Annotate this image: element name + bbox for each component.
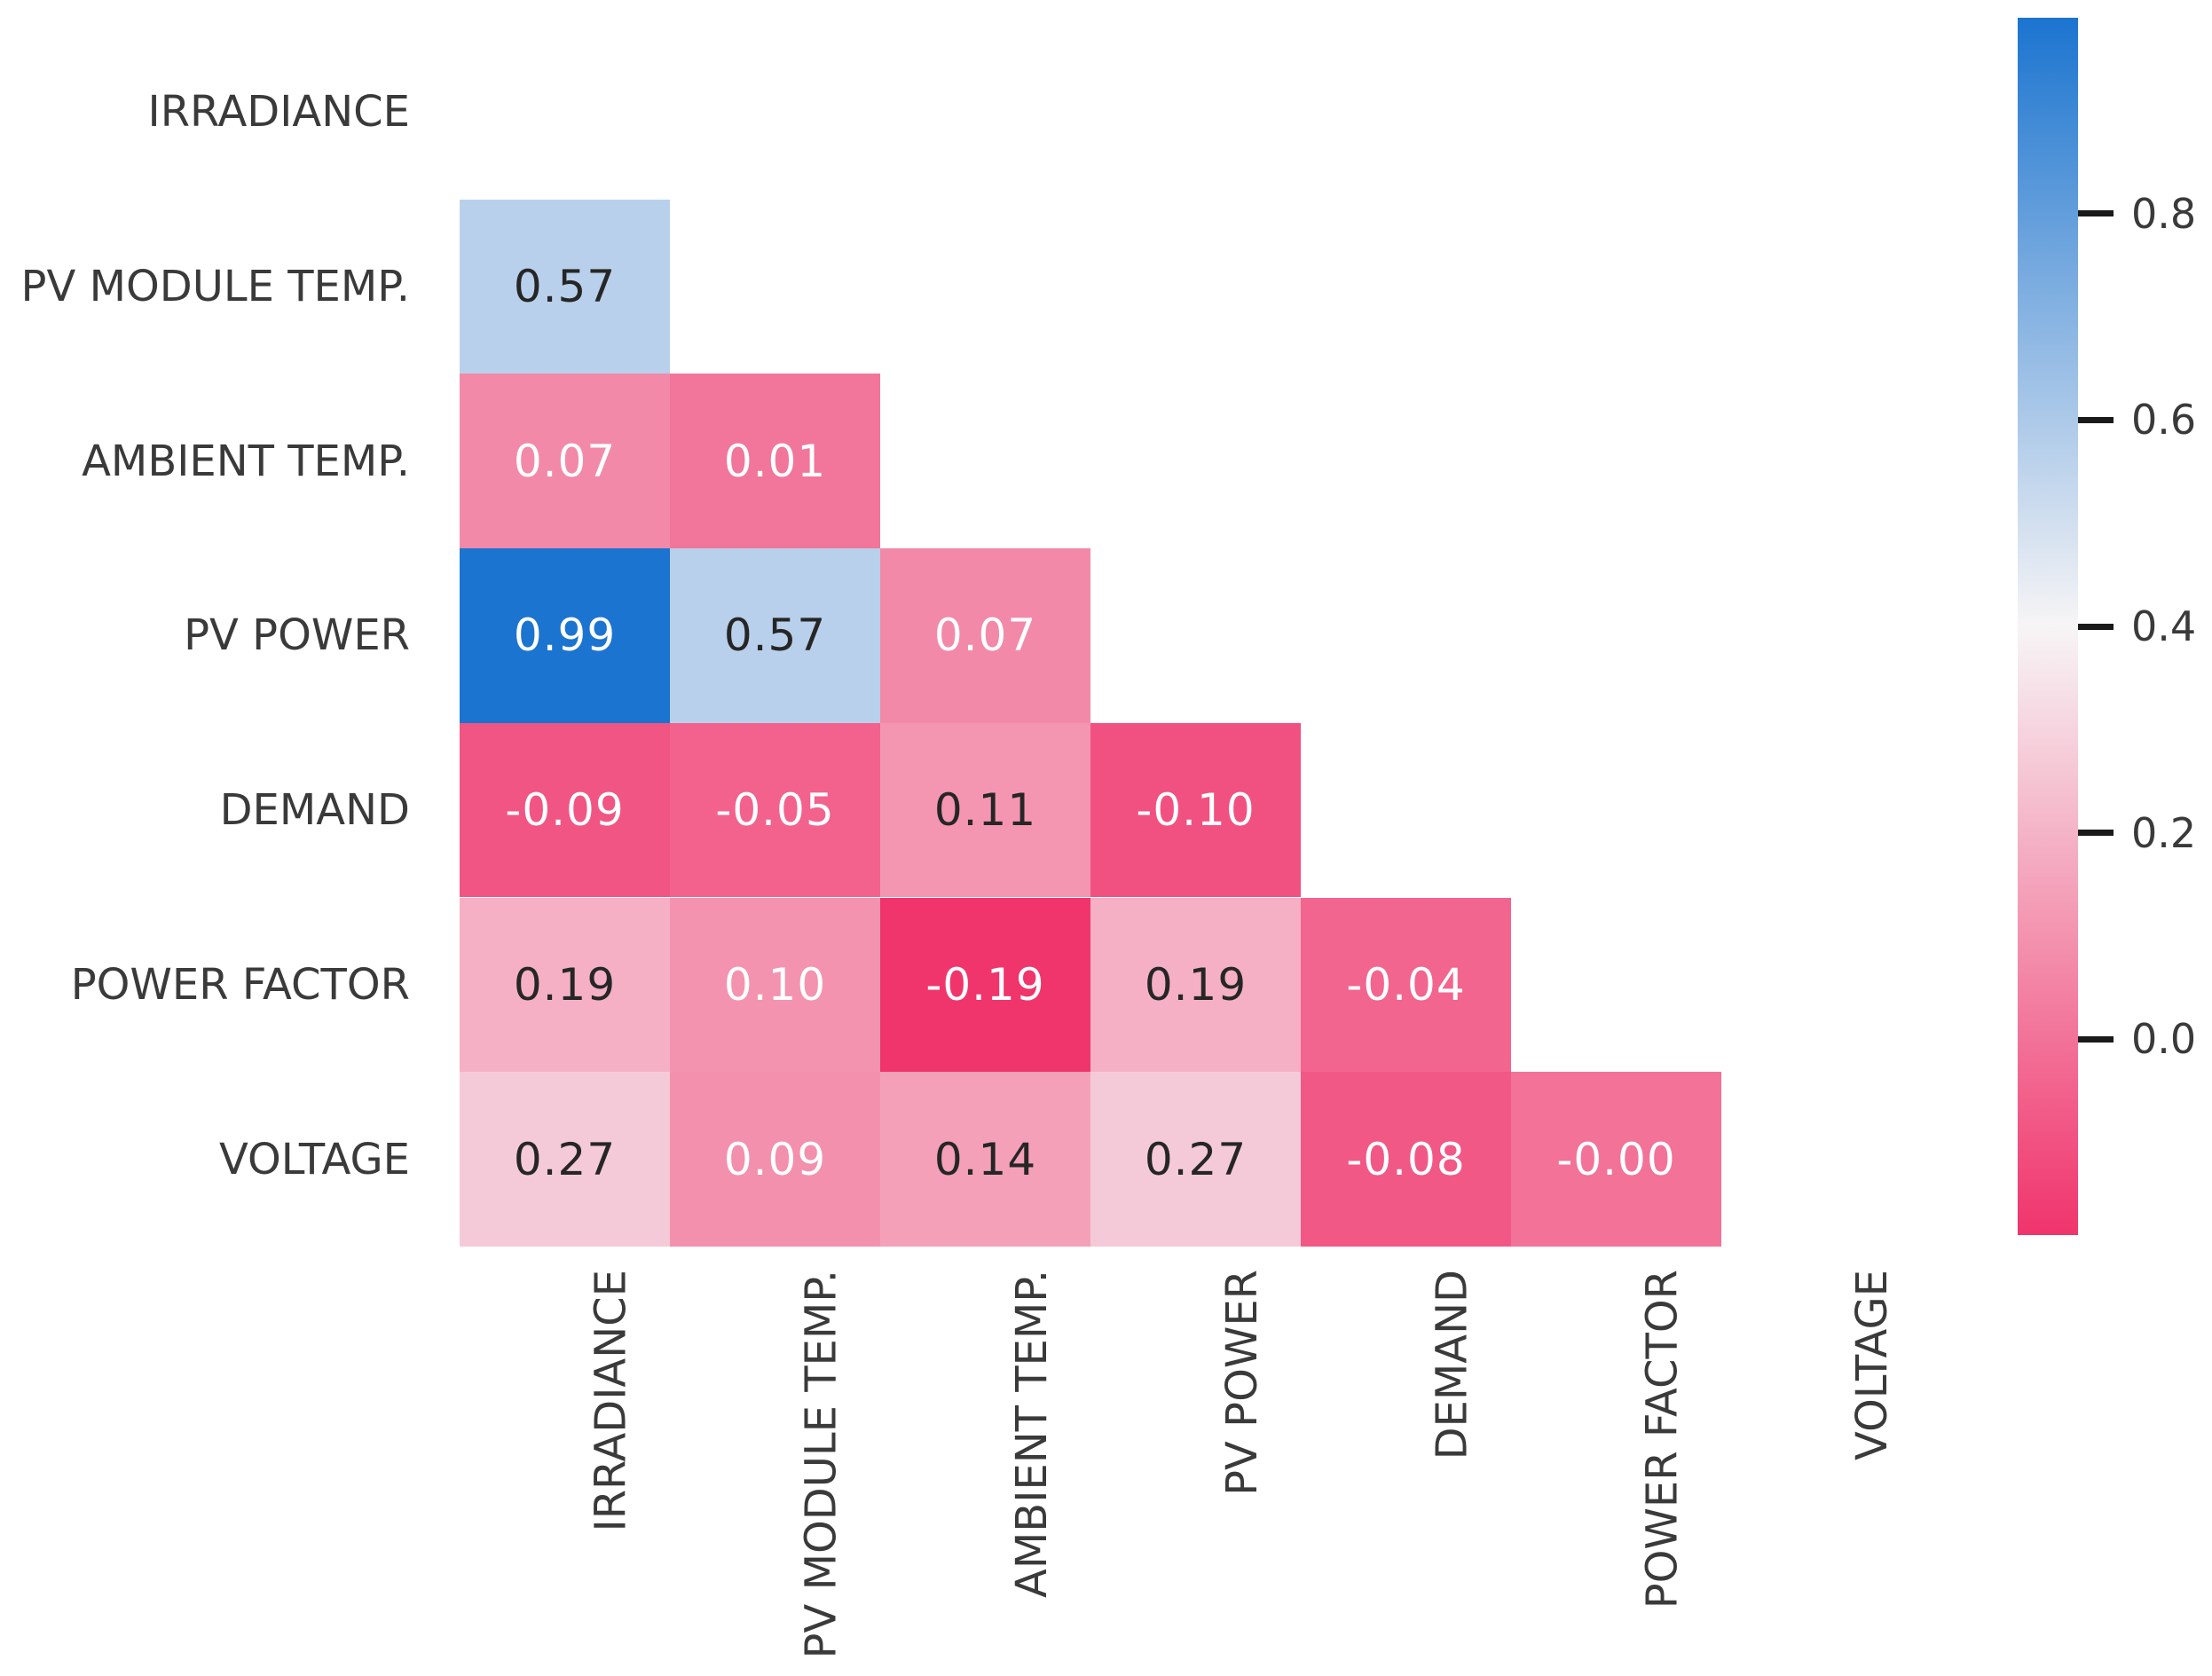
colorbar-tick-label: 0.6: [2131, 396, 2197, 445]
heatmap-cell: 0.07: [880, 548, 1090, 723]
heatmap-cell: 0.09: [670, 1072, 880, 1247]
colorbar-tick-label: 0.2: [2131, 808, 2197, 857]
heatmap-cell: 0.57: [670, 548, 880, 723]
colorbar: [2018, 18, 2078, 1235]
x-axis-label: DEMAND: [1427, 1269, 1477, 1460]
y-axis-label: DEMAND: [219, 785, 410, 836]
x-axis-label: IRRADIANCE: [586, 1269, 636, 1532]
y-axis-label: AMBIENT TEMP.: [82, 436, 410, 486]
heatmap-cell: 0.07: [460, 374, 670, 549]
heatmap-cell: -0.19: [880, 897, 1090, 1073]
x-axis-label: AMBIENT TEMP.: [1006, 1269, 1057, 1598]
heatmap-cell: -0.09: [460, 722, 670, 898]
colorbar-tick: [2078, 210, 2114, 217]
heatmap-cell: 0.14: [880, 1072, 1090, 1247]
heatmap-cell: 0.57: [460, 199, 670, 374]
y-axis-label: PV POWER: [184, 610, 410, 661]
x-axis-label: PV MODULE TEMP.: [796, 1269, 846, 1659]
heatmap-cell: 0.10: [670, 897, 880, 1073]
colorbar-tick-label: 0.0: [2131, 1015, 2197, 1064]
colorbar-tick: [2078, 416, 2114, 423]
colorbar-tick-label: 0.8: [2131, 189, 2197, 238]
colorbar-tick-label: 0.4: [2131, 602, 2197, 650]
heatmap-cell: 0.27: [460, 1072, 670, 1247]
colorbar-tick: [2078, 623, 2114, 630]
heatmap-cell: -0.05: [670, 722, 880, 898]
heatmap-cell: 0.01: [670, 374, 880, 549]
x-axis-label: VOLTAGE: [1847, 1269, 1898, 1460]
y-axis-label: IRRADIANCE: [147, 87, 410, 138]
heatmap-cell: -0.08: [1301, 1072, 1511, 1247]
heatmap-cell: 0.19: [460, 897, 670, 1073]
heatmap-cell: 0.27: [1090, 1072, 1301, 1247]
y-axis-label: PV MODULE TEMP.: [20, 262, 410, 312]
heatmap-cell: 0.11: [880, 722, 1090, 898]
heatmap-cell: -0.10: [1090, 722, 1301, 898]
heatmap-cell: 0.19: [1090, 897, 1301, 1073]
x-axis-label: PV POWER: [1216, 1269, 1267, 1496]
heatmap-cell: -0.00: [1511, 1072, 1721, 1247]
colorbar-tick: [2078, 830, 2114, 837]
x-axis-label: POWER FACTOR: [1637, 1269, 1688, 1609]
heatmap-cell: 0.99: [460, 548, 670, 723]
y-axis-label: POWER FACTOR: [70, 959, 410, 1010]
colorbar-tick: [2078, 1035, 2114, 1043]
y-axis-label: VOLTAGE: [218, 1134, 410, 1184]
heatmap-cell: -0.04: [1301, 897, 1511, 1073]
